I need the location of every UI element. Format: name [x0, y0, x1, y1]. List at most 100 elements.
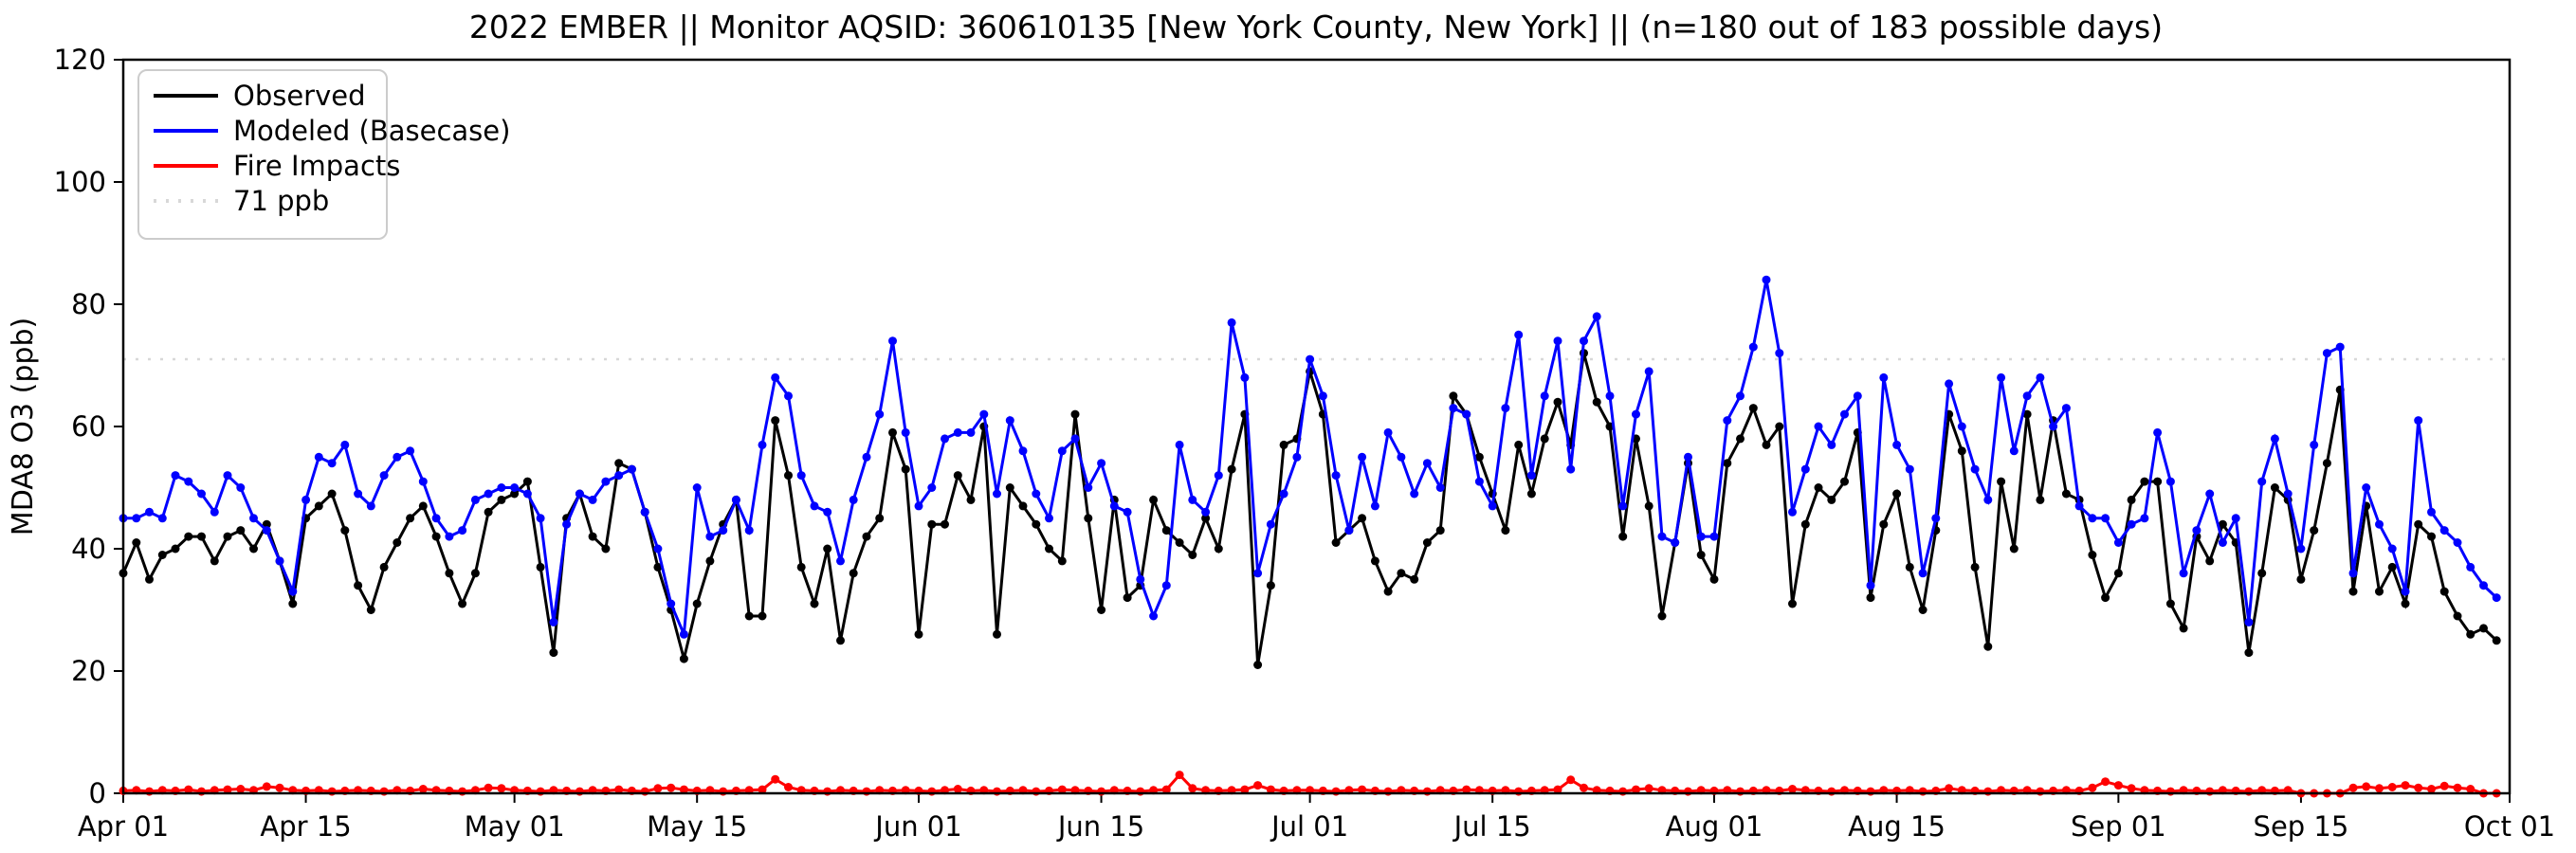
x-tick-label: Aug 01 [1666, 810, 1763, 843]
modeled-series-marker [758, 440, 767, 449]
legend: Observed Modeled (Basecase) Fire Impacts… [137, 69, 510, 240]
modeled-series-marker [366, 501, 375, 511]
modeled-series-marker [1227, 318, 1236, 327]
modeled-series-marker [1292, 452, 1302, 462]
observed-series-marker [1227, 464, 1236, 474]
modeled-series-marker [1161, 581, 1171, 590]
observed-series-marker [914, 629, 923, 639]
observed-series-marker [1748, 404, 1758, 413]
modeled-series-marker [236, 483, 246, 492]
modeled-series-marker [1331, 471, 1341, 481]
modeled-series-marker [2127, 519, 2136, 529]
modeled-series-marker [1045, 514, 1053, 523]
modeled-series-marker [249, 514, 258, 523]
observed-series-marker [1840, 477, 1849, 486]
fire-impacts-series-marker [2127, 784, 2136, 793]
fire-impacts-series-marker [1240, 785, 1250, 794]
modeled-series-marker [1397, 452, 1406, 462]
observed-series-marker [1097, 606, 1106, 614]
observed-series-marker [418, 501, 428, 511]
fire-impacts-series-marker [2348, 783, 2358, 792]
modeled-series-marker [1123, 507, 1132, 517]
fire-impacts-series-marker [1161, 785, 1171, 794]
modeled-series-marker [1253, 569, 1263, 578]
modeled-series-marker [2387, 544, 2397, 554]
legend-observed-label: Observed [233, 80, 366, 112]
x-tick-label: May 15 [647, 810, 747, 843]
modeled-series-marker [1410, 489, 1419, 499]
observed-series-marker [314, 501, 323, 511]
observed-series-marker [2453, 611, 2462, 621]
modeled-series-marker [1084, 483, 1093, 492]
modeled-series-marker [1175, 440, 1184, 449]
modeled-series-marker [1892, 440, 1902, 449]
observed-series-marker [758, 611, 767, 621]
observed-series-marker [1358, 514, 1367, 523]
modeled-series-marker [1501, 404, 1510, 413]
modeled-series-marker [1762, 275, 1771, 284]
observed-series-marker [223, 532, 232, 541]
observed-series-marker [862, 532, 871, 541]
observed-series-marker [157, 551, 167, 559]
y-tick-label: 60 [71, 410, 106, 443]
observed-series-marker [1279, 440, 1288, 449]
modeled-series-marker [1788, 507, 1797, 517]
fire-impacts-series-marker [2101, 777, 2110, 787]
observed-series-marker [262, 519, 271, 529]
modeled-series-marker [340, 440, 350, 449]
fire-impacts-series-marker [1175, 771, 1184, 780]
observed-series-marker [197, 532, 206, 541]
observed-series-marker [1553, 397, 1562, 407]
modeled-series-marker [2036, 372, 2045, 382]
modeled-series-marker [1644, 367, 1653, 376]
fire-impacts-series-marker [2453, 783, 2462, 792]
observed-series-marker [836, 636, 845, 645]
observed-series-marker [2310, 526, 2319, 535]
modeled-series-marker [2049, 422, 2058, 431]
modeled-series-marker [2113, 538, 2123, 547]
observed-series-marker [1397, 569, 1406, 578]
fire-impacts-series-marker [2414, 783, 2423, 792]
fire-impacts-series-marker [667, 783, 676, 792]
modeled-series-marker [784, 391, 793, 401]
modeled-series-marker [1800, 464, 1810, 474]
y-tick-label: 20 [71, 655, 106, 687]
modeled-series-marker [1618, 501, 1628, 511]
modeled-series-marker [2492, 593, 2501, 603]
fire-impacts-series-marker [1644, 784, 1653, 793]
fire-impacts-series-marker [2401, 781, 2410, 790]
plot-border [121, 58, 2512, 795]
fire-impacts-series-marker [1057, 785, 1067, 794]
observed-series-marker [458, 599, 467, 608]
x-tick-label: Jun 15 [1056, 810, 1144, 843]
y-tick-label: 40 [71, 533, 106, 565]
observed-series-marker [2022, 409, 2032, 419]
observed-series-marker [927, 519, 937, 529]
observed-series-marker [1526, 489, 1536, 499]
observed-series-marker [2375, 587, 2384, 596]
observed-series-marker [2205, 556, 2215, 566]
modeled-series-marker [157, 514, 167, 523]
modeled-series-marker [1775, 349, 1784, 358]
modeled-series-marker [627, 464, 636, 474]
fire-impacts-series-marker [1188, 784, 1197, 793]
observed-series-marker [2140, 477, 2149, 486]
observed-series-marker [1736, 434, 1745, 444]
modeled-series-marker [262, 526, 271, 535]
fire-impacts-series-marker [262, 782, 271, 791]
modeled-series-marker [1684, 452, 1692, 462]
modeled-series-marker [1840, 409, 1849, 419]
modeled-series-marker [2140, 514, 2149, 523]
modeled-series-marker [1957, 422, 1966, 431]
fire-impacts-series-marker [1266, 785, 1275, 794]
modeled-series-marker [2479, 581, 2488, 590]
modeled-series-marker [2453, 538, 2462, 547]
modeled-series-marker [431, 514, 441, 523]
modeled-series-marker [2283, 489, 2293, 499]
modeled-series-marker [1136, 574, 1145, 584]
modeled-series-marker [2088, 514, 2097, 523]
modeled-series-marker [2101, 514, 2110, 523]
fire-impacts-series-marker [1566, 775, 1576, 785]
modeled-series-marker [2192, 526, 2201, 535]
